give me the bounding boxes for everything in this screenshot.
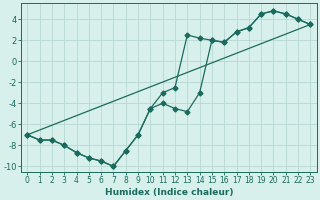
X-axis label: Humidex (Indice chaleur): Humidex (Indice chaleur) xyxy=(105,188,233,197)
